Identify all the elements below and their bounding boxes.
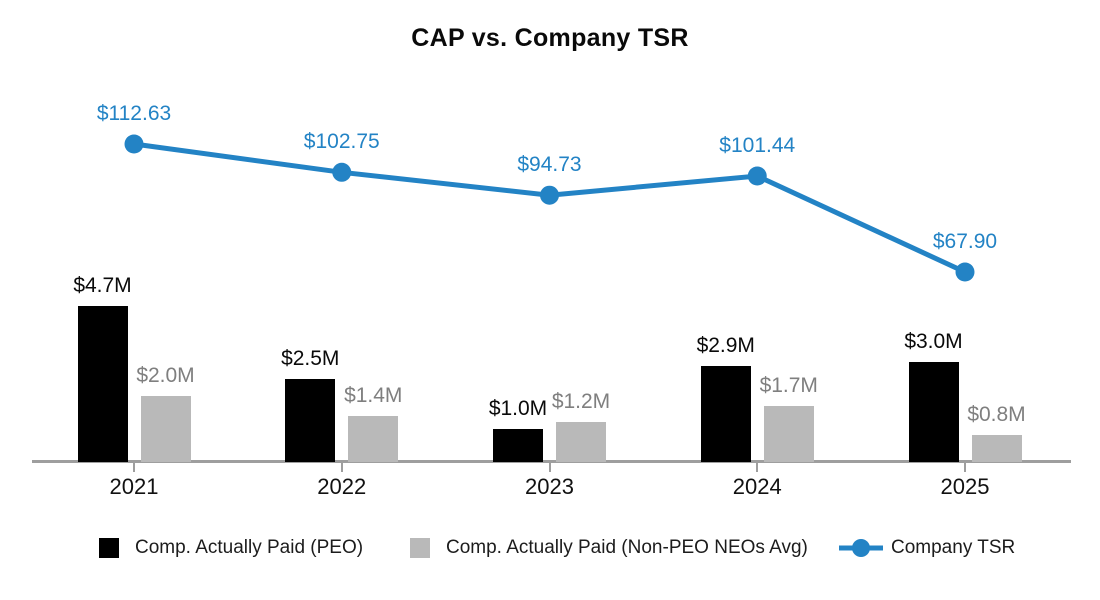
non-peo-value-label: $1.4M (344, 383, 403, 407)
x-axis-tick (548, 462, 551, 472)
peo-value-label: $2.5M (281, 347, 340, 370)
x-axis-tick (756, 462, 759, 472)
peo-value-label: $1.0M (488, 396, 548, 420)
tsr-point (540, 185, 559, 205)
legend-item-nonpeo: Comp. Actually Paid (Non-PEO NEOs Avg) (410, 537, 808, 559)
x-axis-line (32, 460, 1071, 463)
bar-peo (77, 305, 128, 462)
tsr-point (955, 262, 975, 282)
bar-peo (700, 365, 751, 462)
non-peo-value-label: $0.8M (967, 403, 1026, 427)
peo-value-label: $2.9M (696, 333, 755, 357)
x-axis-tick (964, 462, 966, 472)
tsr-point (747, 166, 767, 186)
bar-non-peo (971, 435, 1022, 462)
tsr-value-label: $112.63 (96, 102, 172, 125)
non-peo-value-label: $2.0M (136, 363, 195, 387)
x-axis-label: 2022 (317, 474, 367, 499)
bar-non-peo (348, 415, 399, 462)
legend-label-peo: Comp. Actually Paid (PEO) (135, 537, 364, 558)
x-axis-tick (133, 462, 135, 472)
non-peo-value-label: $1.2M (551, 390, 611, 414)
peo-swatch-icon (99, 538, 119, 558)
x-axis-label: 2021 (109, 474, 159, 499)
peo-value-label: $3.0M (904, 330, 963, 354)
tsr-line-dot-icon (839, 539, 883, 557)
bar-peo (908, 362, 959, 462)
bar-non-peo (763, 405, 814, 462)
x-axis-label: 2025 (940, 474, 990, 499)
tsr-value-label: $94.73 (517, 153, 582, 177)
tsr-value-label: $67.90 (932, 230, 998, 253)
tsr-value-label: $101.44 (719, 134, 796, 157)
legend-item-tsr: Company TSR (839, 537, 1015, 559)
legend: Comp. Actually Paid (PEO) Comp. Actually… (0, 537, 1100, 563)
legend-label-nonpeo: Comp. Actually Paid (Non-PEO NEOs Avg) (446, 537, 808, 558)
bar-peo (493, 428, 543, 462)
non-peo-value-label: $1.7M (759, 373, 818, 397)
bar-non-peo (556, 422, 606, 462)
x-axis-label: 2024 (732, 474, 782, 499)
legend-item-peo: Comp. Actually Paid (PEO) (99, 537, 363, 559)
peo-value-label: $4.7M (73, 273, 132, 297)
tsr-point (332, 162, 352, 182)
chart-title: CAP vs. Company TSR (411, 24, 689, 52)
tsr-value-label: $102.75 (303, 130, 380, 154)
x-axis-tick (340, 462, 343, 472)
x-axis-label: 2023 (525, 474, 574, 499)
tsr-point (124, 134, 144, 154)
legend-label-tsr: Company TSR (891, 537, 1016, 558)
bar-non-peo (140, 395, 191, 462)
bar-peo (285, 379, 336, 462)
non-peo-swatch-icon (410, 538, 430, 558)
